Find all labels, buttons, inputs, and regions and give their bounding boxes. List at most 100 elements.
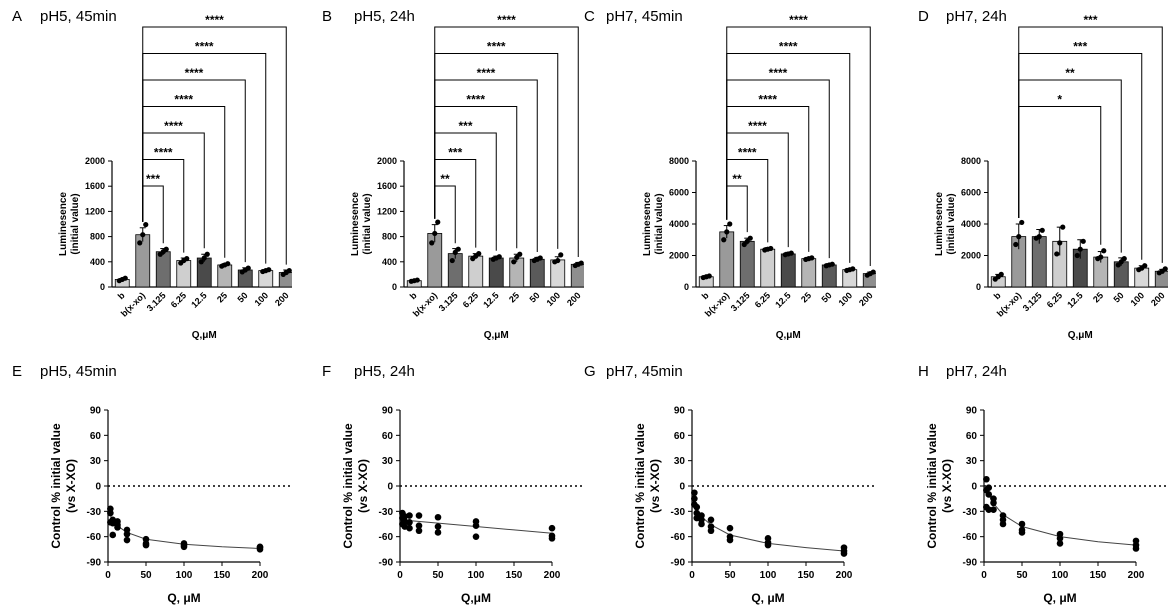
- x-tick-label: 50: [432, 570, 444, 581]
- significance-label: ****: [195, 40, 214, 54]
- data-point: [415, 527, 423, 535]
- y-axis-label: Control % initial value(vs X-XO): [341, 423, 370, 549]
- y-tick-label: -30: [87, 507, 102, 518]
- x-tick-label: b: [116, 290, 127, 301]
- y-tick-label: 90: [966, 406, 978, 417]
- y-axis-label-line: Luminesence: [350, 192, 361, 256]
- significance-bracket: [142, 132, 205, 249]
- bar: [780, 253, 796, 288]
- data-point: [286, 268, 292, 274]
- data-point: [985, 506, 993, 513]
- x-tick-label: b: [992, 290, 1003, 301]
- y-axis-label: Luminesence(initial value): [934, 192, 957, 256]
- y-tick-label: -30: [963, 507, 978, 518]
- panel-letter: H: [918, 363, 929, 380]
- y-tick-label: 1600: [377, 181, 397, 191]
- y-tick-label: 2000: [377, 156, 397, 166]
- data-point: [496, 254, 502, 260]
- data-point: [1077, 246, 1083, 252]
- data-point: [788, 250, 794, 256]
- data-point: [517, 251, 523, 257]
- chart-panel-f: F pH5, 24h 90 60 30 0 -30 -60 -90 0 50 100 150 200 Q…: [292, 355, 584, 616]
- data-point: [548, 524, 556, 532]
- data-point: [840, 550, 848, 557]
- x-tick-label: 100: [468, 570, 485, 581]
- significance-label: ***: [458, 119, 472, 133]
- y-tick-label: -90: [379, 558, 394, 569]
- panel-title: pH5, 24h: [354, 8, 415, 25]
- significance-label: ***: [448, 146, 462, 160]
- data-point: [548, 535, 556, 542]
- chart-panel-h: H pH7, 24h 90 60 30 0 -30 -60 -90 0 50 100 150 200 Q…: [876, 355, 1168, 616]
- x-tick-label: 3.125: [145, 290, 168, 313]
- data-point: [225, 261, 231, 267]
- significance-label: ****: [769, 66, 788, 80]
- data-point: [140, 232, 146, 238]
- x-tick-label: 12.5: [1065, 290, 1084, 309]
- y-tick-label: 0: [679, 482, 685, 493]
- data-point: [123, 536, 131, 544]
- data-point: [449, 257, 455, 264]
- significance-bracket: [142, 26, 287, 265]
- data-point: [1018, 529, 1026, 536]
- data-point: [406, 519, 413, 526]
- x-tick-label: 6.25: [169, 290, 188, 309]
- significance-bracket: [1018, 106, 1102, 245]
- data-point: [985, 491, 993, 498]
- y-tick-label: 60: [382, 431, 394, 442]
- y-axis-label: Control % initial value(vs X-XO): [49, 423, 78, 549]
- y-axis-label: Luminesence(initial value): [58, 192, 81, 256]
- x-tick-label: 100: [760, 570, 777, 581]
- y-axis-label-line: (initial value): [70, 193, 81, 254]
- data-point: [998, 271, 1004, 277]
- bar: [760, 248, 776, 288]
- data-point: [143, 222, 149, 228]
- significance-label: ****: [789, 13, 808, 27]
- x-tick-label: b: [700, 290, 711, 301]
- significance-label: ****: [779, 40, 798, 54]
- data-point: [455, 246, 461, 252]
- panel-title: pH5, 45min: [40, 363, 117, 380]
- data-point: [706, 273, 712, 279]
- x-axis-label: Q, μM: [1043, 591, 1076, 605]
- chart-panel-e: E pH5, 45min 90 60 30 0 -30 -60 -90 0 50 100 150 20…: [0, 355, 292, 616]
- data-point: [726, 524, 734, 532]
- y-axis-label-line: Control % initial value: [925, 423, 939, 549]
- significance-label: ****: [477, 66, 496, 80]
- bar: [488, 257, 504, 288]
- y-axis-label-line: Luminesence: [934, 192, 945, 256]
- bar: [468, 255, 484, 288]
- significance-label: ****: [497, 13, 516, 27]
- y-tick-label: 30: [382, 456, 394, 467]
- x-tick-label: 25: [1091, 290, 1105, 304]
- panel-title: pH7, 45min: [606, 363, 683, 380]
- x-tick-label: 200: [273, 290, 291, 308]
- x-tick-label: 0: [981, 570, 987, 581]
- significance-label: ****: [748, 119, 767, 133]
- data-point: [1036, 234, 1042, 240]
- data-point: [142, 541, 150, 549]
- y-tick-label: 800: [90, 232, 105, 242]
- y-tick-label: -60: [379, 532, 394, 543]
- data-point: [137, 240, 143, 246]
- x-tick-label: 100: [544, 290, 562, 308]
- data-point: [1016, 234, 1022, 240]
- panel-title: pH5, 45min: [40, 8, 117, 25]
- data-point: [747, 235, 753, 241]
- y-tick-label: -60: [671, 532, 686, 543]
- y-tick-label: 800: [382, 232, 397, 242]
- y-tick-label: 60: [966, 431, 978, 442]
- x-axis-label: Q,μM: [1068, 330, 1093, 341]
- y-tick-label: 0: [95, 482, 101, 493]
- y-tick-label: -90: [671, 558, 686, 569]
- y-axis-label-line: Luminesence: [642, 192, 653, 256]
- significance-label: ****: [164, 119, 183, 133]
- data-point: [1142, 263, 1148, 269]
- y-tick-label: 30: [90, 456, 102, 467]
- y-tick-label: 0: [684, 282, 689, 292]
- y-tick-label: 2000: [85, 156, 105, 166]
- y-tick-label: 2000: [669, 251, 689, 261]
